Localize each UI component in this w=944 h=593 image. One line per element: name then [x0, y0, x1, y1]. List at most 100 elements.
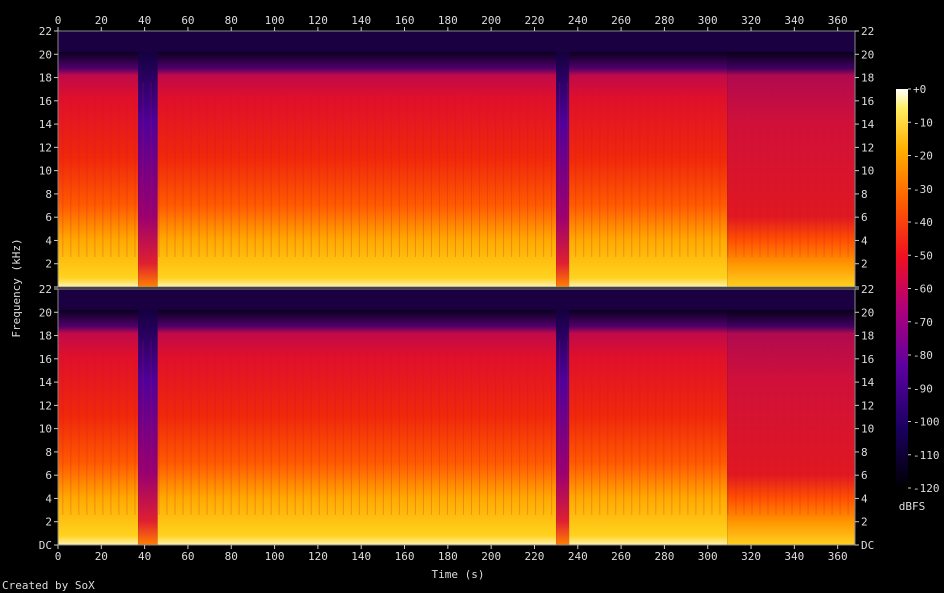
texture-line — [398, 81, 400, 257]
texture-line — [446, 339, 448, 515]
texture-line — [430, 339, 432, 515]
texture-line — [118, 81, 120, 257]
texture-line — [102, 81, 104, 257]
texture-line — [182, 339, 184, 515]
texture-line — [62, 339, 64, 515]
texture-line — [262, 81, 264, 257]
texture-line — [743, 81, 745, 257]
texture-line — [342, 339, 344, 515]
texture-line — [567, 81, 569, 257]
texture-line — [374, 81, 376, 257]
texture-line — [86, 339, 88, 515]
texture-line — [294, 339, 296, 515]
texture-line — [495, 339, 497, 515]
texture-line — [422, 81, 424, 257]
channel-2-segment-3 — [556, 309, 570, 545]
texture-line — [687, 339, 689, 515]
texture-line — [166, 339, 168, 515]
x-tick-label-top: 60 — [181, 14, 194, 27]
texture-line — [70, 81, 72, 257]
texture-line — [631, 339, 633, 515]
channel-1-segment-3 — [556, 51, 570, 288]
texture-line — [575, 339, 577, 515]
texture-line — [751, 339, 753, 515]
texture-line — [126, 81, 128, 257]
texture-line — [607, 81, 609, 257]
texture-line — [687, 81, 689, 257]
y-tick-label-right: DC — [861, 539, 874, 552]
x-tick-label-top: 140 — [351, 14, 371, 27]
channel-2-segment-2 — [157, 309, 557, 545]
texture-line — [519, 339, 521, 515]
texture-line — [366, 81, 368, 257]
x-tick-label-top: 20 — [95, 14, 108, 27]
texture-line — [727, 339, 729, 515]
x-tick-label: 120 — [308, 550, 328, 563]
texture-line — [847, 81, 849, 257]
texture-line — [286, 81, 288, 257]
colorbar-tick-label: -30 — [913, 183, 933, 196]
y-tick-label-right: 14 — [861, 118, 875, 131]
texture-line — [791, 339, 793, 515]
texture-line — [278, 81, 280, 257]
texture-line — [230, 81, 232, 257]
texture-line — [286, 339, 288, 515]
texture-line — [639, 81, 641, 257]
texture-line — [462, 339, 464, 515]
texture-line — [414, 339, 416, 515]
texture-line — [511, 339, 513, 515]
texture-line — [839, 81, 841, 257]
y-tick-label-right: 8 — [861, 188, 868, 201]
texture-line — [150, 339, 152, 515]
x-tick-label: 280 — [654, 550, 674, 563]
texture-line — [142, 81, 144, 257]
texture-line — [543, 81, 545, 257]
texture-line — [190, 81, 192, 257]
texture-line — [294, 81, 296, 257]
texture-line — [719, 339, 721, 515]
y-tick-label: 10 — [39, 165, 52, 178]
colorbar-tick-label: +0 — [913, 83, 926, 96]
texture-line — [318, 81, 320, 257]
texture-line — [62, 81, 64, 257]
texture-line — [607, 339, 609, 515]
x-tick-label: 0 — [55, 550, 62, 563]
x-tick-label: 340 — [784, 550, 804, 563]
texture-line — [599, 81, 601, 257]
colorbar-tick-label: -20 — [913, 150, 933, 163]
texture-line — [623, 339, 625, 515]
texture-line — [503, 339, 505, 515]
texture-line — [374, 339, 376, 515]
x-tick-label-top: 260 — [611, 14, 631, 27]
x-tick-label: 260 — [611, 550, 631, 563]
colorbar — [896, 89, 908, 488]
texture-line — [406, 81, 408, 257]
texture-line — [583, 81, 585, 257]
texture-line — [422, 339, 424, 515]
texture-line — [454, 339, 456, 515]
channel-2-frame — [57, 288, 856, 546]
texture-line — [158, 339, 160, 515]
created-by-credit: Created by SoX — [2, 579, 95, 592]
colorbar-tick-label: -110 — [913, 449, 940, 462]
texture-line — [142, 339, 144, 515]
y-tick-label: 8 — [45, 446, 52, 459]
y-tick-label-right: 4 — [861, 234, 868, 247]
y-tick-label: 12 — [39, 399, 52, 412]
texture-line — [527, 339, 529, 515]
texture-line — [174, 81, 176, 257]
texture-line — [110, 81, 112, 257]
texture-line — [551, 81, 553, 257]
texture-line — [495, 81, 497, 257]
x-tick-label: 240 — [568, 550, 588, 563]
texture-line — [230, 339, 232, 515]
texture-line — [390, 81, 392, 257]
texture-line — [831, 339, 833, 515]
texture-line — [615, 81, 617, 257]
texture-line — [110, 339, 112, 515]
texture-line — [238, 339, 240, 515]
y-tick-label-right: 6 — [861, 469, 868, 482]
x-axis-label: Time (s) — [432, 568, 485, 581]
y-tick-label-right: 2 — [861, 516, 868, 529]
texture-line — [623, 81, 625, 257]
